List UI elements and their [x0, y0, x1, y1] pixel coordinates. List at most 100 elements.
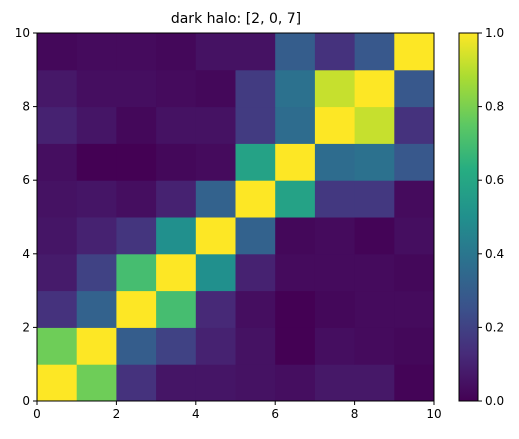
heatmap-cell	[275, 33, 316, 71]
heatmap-cell	[195, 364, 236, 402]
y-tick-label: 10	[15, 26, 30, 40]
x-tick-label: 6	[271, 407, 279, 421]
colorbar-axis: 0.0 0.2 0.4 0.6 0.8 1.0	[478, 26, 504, 408]
heatmap-cell	[156, 253, 197, 292]
colorbar-tick-label: 0.2	[485, 320, 504, 334]
x-axis: 0 2 4 6 8 10	[33, 401, 442, 421]
heatmap-cell	[275, 290, 316, 328]
heatmap-cell	[235, 290, 276, 328]
heatmap-cell	[116, 327, 157, 365]
heatmap-cell	[275, 69, 316, 108]
heatmap-cell	[156, 106, 197, 144]
heatmap-cell	[354, 69, 395, 108]
heatmap-cell	[37, 253, 78, 292]
heatmap-cell	[116, 106, 157, 144]
heatmap-cell	[195, 253, 236, 292]
heatmap-cell	[275, 327, 316, 365]
heatmap-cell	[314, 217, 356, 255]
heatmap-cell	[235, 69, 276, 108]
heatmap-cell	[314, 143, 356, 181]
heatmap-cell	[275, 253, 316, 292]
heatmap-cell	[195, 33, 236, 71]
heatmap-cell	[394, 180, 435, 218]
heatmap-cell	[156, 290, 197, 328]
heatmap-cell	[394, 217, 435, 255]
heatmap-cell	[116, 69, 157, 108]
y-tick-label: 6	[22, 173, 30, 187]
colorbar-tick-label: 0.6	[485, 173, 504, 187]
heatmap-cell	[76, 217, 117, 255]
heatmap-cell	[235, 327, 276, 365]
heatmap-cell	[354, 364, 395, 402]
heatmap-cell	[314, 253, 356, 292]
heatmap-cell	[394, 33, 435, 71]
heatmap-cell	[156, 327, 197, 365]
heatmap-cell	[235, 106, 276, 144]
heatmap-cell	[116, 143, 157, 181]
heatmap-cells	[37, 33, 435, 402]
heatmap-cell	[37, 143, 78, 181]
heatmap-cell	[235, 143, 276, 181]
heatmap-cell	[116, 217, 157, 255]
colorbar-tick-label: 1.0	[485, 26, 504, 40]
heatmap-cell	[314, 327, 356, 365]
x-tick-label: 8	[351, 407, 359, 421]
heatmap-cell	[314, 106, 356, 144]
y-tick-label: 0	[22, 394, 30, 408]
heatmap-cell	[37, 217, 78, 255]
heatmap-cell	[394, 69, 435, 108]
x-tick-label: 0	[33, 407, 41, 421]
heatmap-cell	[156, 217, 197, 255]
y-tick-label: 8	[22, 100, 30, 114]
heatmap-cell	[37, 33, 78, 71]
heatmap-cell	[76, 290, 117, 328]
heatmap-cell	[314, 180, 356, 218]
heatmap-cell	[354, 290, 395, 328]
heatmap-cell	[76, 33, 117, 71]
heatmap-cell	[116, 290, 157, 328]
heatmap-cell	[394, 290, 435, 328]
heatmap-cell	[354, 143, 395, 181]
colorbar-tick-label: 0.4	[485, 247, 504, 261]
heatmap-cell	[394, 327, 435, 365]
heatmap-cell	[275, 143, 316, 181]
heatmap-cell	[354, 106, 395, 144]
heatmap-cell	[156, 180, 197, 218]
heatmap-cell	[275, 364, 316, 402]
heatmap-cell	[354, 180, 395, 218]
plot-frame	[36, 32, 435, 402]
heatmap-cell	[195, 180, 236, 218]
heatmap-cell	[354, 33, 395, 71]
heatmap-cell	[394, 143, 435, 181]
heatmap-cell	[37, 69, 78, 108]
x-tick-label: 2	[113, 407, 121, 421]
heatmap-cell	[37, 327, 78, 365]
heatmap-cell	[195, 106, 236, 144]
heatmap-cell	[76, 180, 117, 218]
heatmap-cell	[195, 69, 236, 108]
heatmap-cell	[394, 364, 435, 402]
heatmap-cell	[37, 106, 78, 144]
heatmap-cell	[275, 217, 316, 255]
heatmap-cell	[195, 290, 236, 328]
heatmap-cell	[156, 69, 197, 108]
y-tick-label: 4	[22, 247, 30, 261]
heatmap-cell	[37, 180, 78, 218]
heatmap-cell	[116, 253, 157, 292]
colorbar-tick-label: 0.0	[485, 394, 504, 408]
heatmap-cell	[76, 253, 117, 292]
heatmap-cell	[314, 33, 356, 71]
heatmap-cell	[195, 327, 236, 365]
heatmap-cell	[76, 69, 117, 108]
heatmap-cell	[314, 69, 356, 108]
heatmap-cell	[235, 217, 276, 255]
heatmap-cell	[76, 106, 117, 144]
heatmap-cell	[76, 327, 117, 365]
heatmap-cell	[354, 327, 395, 365]
heatmap-cell	[156, 364, 197, 402]
heatmap-cell	[116, 364, 157, 402]
heatmap-cell	[195, 143, 236, 181]
heatmap-cell	[156, 143, 197, 181]
heatmap-cell	[275, 180, 316, 218]
heatmap-cell	[394, 106, 435, 144]
